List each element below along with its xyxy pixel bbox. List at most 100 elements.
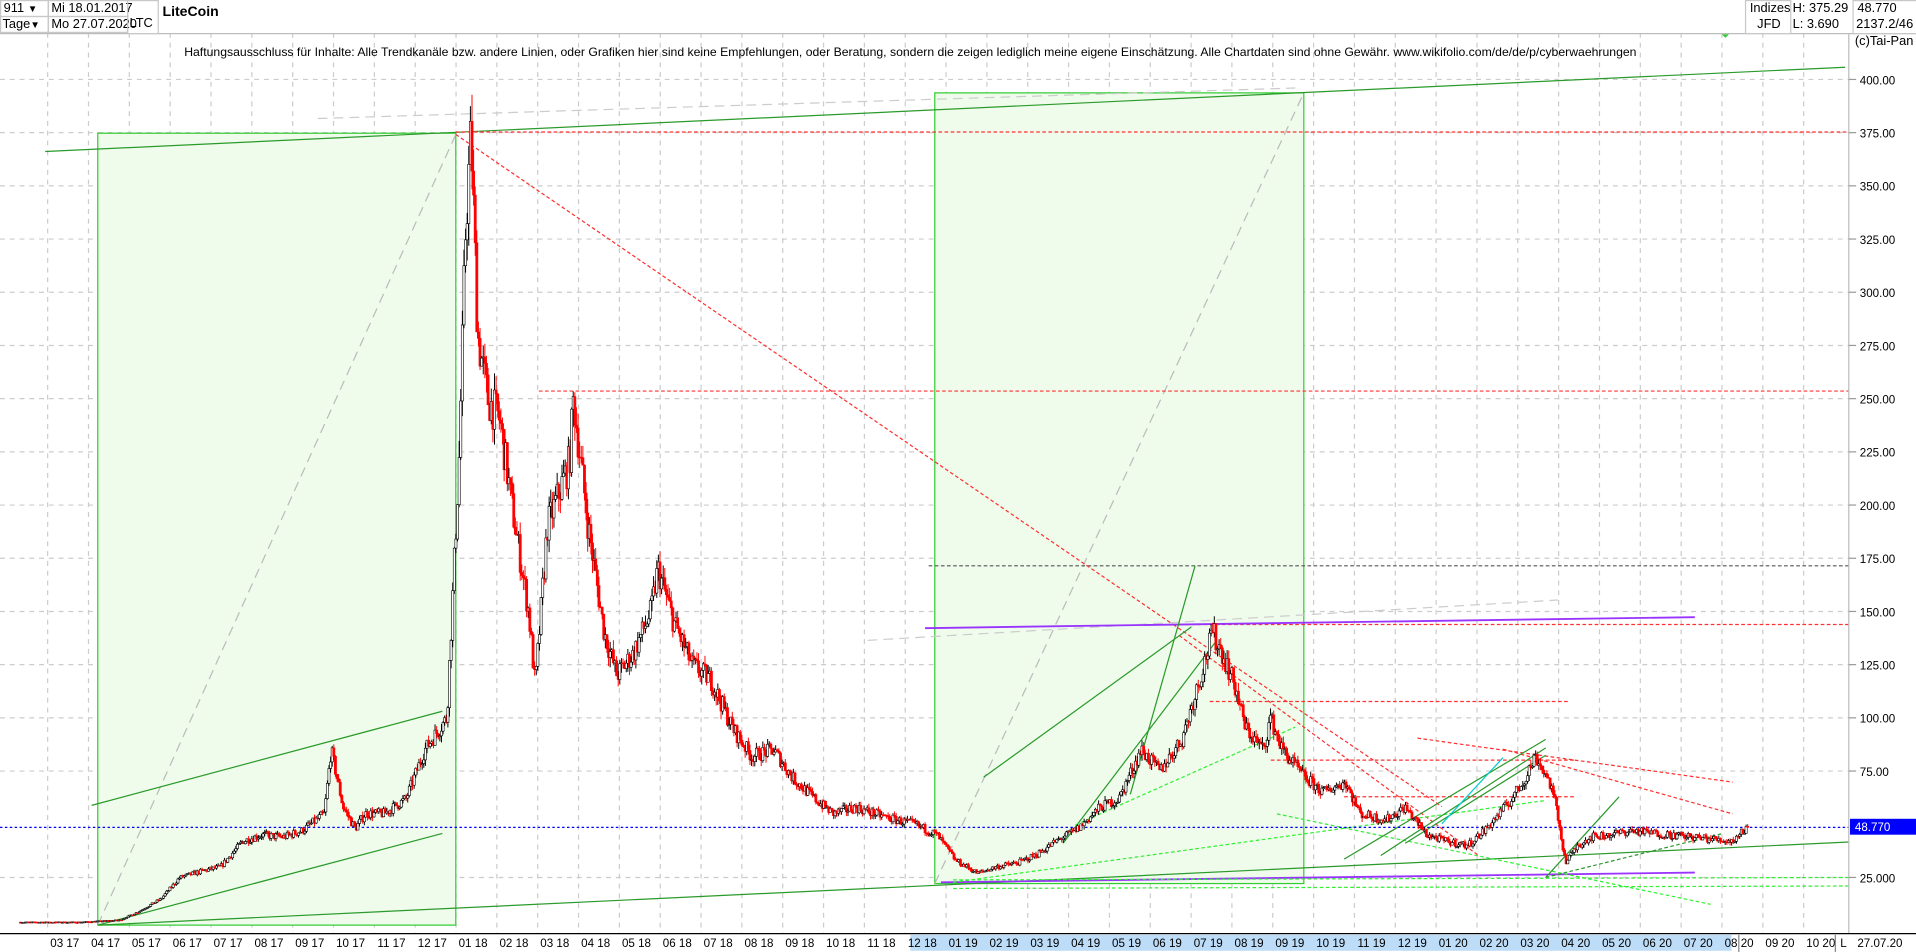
candle [305, 822, 308, 834]
candle [1551, 782, 1555, 799]
candle [1569, 850, 1573, 858]
candle [618, 660, 622, 685]
candle [591, 533, 594, 574]
candle [605, 634, 609, 653]
candle [697, 653, 700, 678]
candle [1082, 818, 1086, 830]
candle [1521, 780, 1525, 791]
candle [936, 832, 940, 836]
candle [923, 822, 927, 836]
candle [1510, 798, 1513, 810]
candle [1567, 854, 1571, 861]
candle [171, 882, 175, 889]
candle [1098, 803, 1102, 807]
candle [1185, 718, 1189, 732]
x-tick-label: 12 18 [908, 937, 937, 950]
candle [1601, 830, 1605, 841]
green-trendline-bottom [97, 841, 1849, 926]
candle [1331, 787, 1335, 793]
y-tick-label: 300.00 [1860, 287, 1895, 300]
candle [1743, 829, 1746, 835]
candle [557, 481, 561, 512]
candle [1285, 746, 1289, 760]
count-dropdown[interactable]: 911 ▼ [3, 1, 38, 16]
candle [184, 873, 188, 878]
candle [1733, 840, 1737, 844]
candle [1118, 791, 1121, 804]
candle [1034, 851, 1038, 860]
candle [423, 742, 427, 766]
candle [1592, 830, 1595, 843]
candle [968, 867, 972, 871]
candle [1037, 849, 1041, 858]
candle [343, 806, 347, 813]
candle [1200, 681, 1203, 690]
candle [261, 831, 265, 840]
candle [1563, 848, 1566, 856]
y-axis: 25.000 75.00 100.00 125.00 150.00 175.00 200.0… [1848, 74, 1895, 885]
candle [485, 355, 488, 393]
candle [146, 907, 149, 909]
green-line [1343, 738, 1547, 860]
candle [718, 687, 721, 704]
candle [690, 652, 694, 668]
candle [478, 327, 482, 371]
cyan-line [1441, 757, 1504, 825]
period-dropdown[interactable]: Tage▼ [2, 17, 40, 32]
y-tick-label: 375.00 [1860, 128, 1895, 141]
candle [1134, 755, 1137, 775]
candle [298, 830, 302, 834]
candle [440, 724, 443, 743]
candle [1522, 783, 1526, 790]
date-to[interactable]: Mo 27.07.2020 [51, 17, 137, 32]
candle [448, 660, 451, 717]
candle [1561, 839, 1565, 853]
candle [287, 830, 291, 837]
candle [470, 94, 474, 190]
candle [615, 656, 619, 677]
candle [319, 810, 323, 815]
candle [451, 582, 455, 648]
candle [1097, 800, 1101, 815]
candle [1137, 748, 1141, 768]
candle [1405, 802, 1409, 812]
candle [552, 491, 556, 528]
candle [1142, 742, 1146, 756]
candle [878, 808, 882, 821]
candle [1360, 810, 1364, 822]
candle [1349, 787, 1353, 794]
candle [178, 876, 181, 881]
candle [1296, 755, 1300, 771]
candle [496, 392, 500, 418]
date-from[interactable]: Mi 18.01.2017 [51, 1, 133, 16]
candle [783, 759, 787, 772]
scale-mode[interactable]: L [1840, 937, 1847, 950]
candle [473, 186, 477, 256]
candle [684, 638, 688, 649]
candle [1625, 831, 1629, 838]
candle [1220, 645, 1224, 671]
x-tick-label: 03 20 [1520, 937, 1549, 950]
x-tick-label: 11 19 [1357, 937, 1385, 950]
candle [828, 806, 832, 813]
candle [1183, 719, 1187, 736]
candle [595, 564, 599, 598]
candle [1445, 837, 1449, 842]
candle [1219, 637, 1223, 650]
candle [930, 832, 933, 837]
candle [1421, 825, 1425, 831]
candle [165, 889, 169, 896]
candle [1375, 811, 1378, 824]
candle [1312, 773, 1316, 794]
candle [1513, 791, 1517, 802]
candle [1680, 830, 1684, 837]
candle [703, 655, 707, 667]
candle [1163, 759, 1166, 773]
candle [139, 909, 143, 913]
green-channel [983, 626, 1192, 778]
candle [493, 373, 496, 445]
y-tick-label: 225.00 [1860, 447, 1895, 460]
candle [899, 815, 903, 825]
channel-lower [97, 832, 443, 926]
